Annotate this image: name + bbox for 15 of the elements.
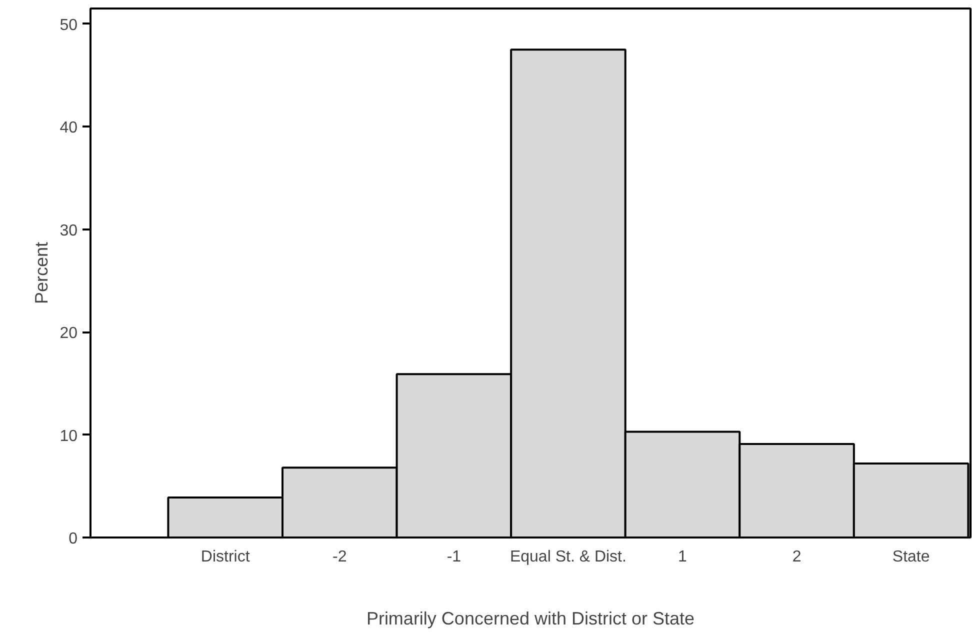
y-tick-label: 40 [60, 120, 78, 137]
x-tick-label: District [200, 548, 250, 566]
y-tick-label: 30 [60, 222, 78, 240]
x-tick-label: Equal St. & Dist. [510, 548, 626, 566]
y-tick-label: 50 [60, 16, 78, 34]
x-tick-label: 2 [792, 548, 802, 566]
y-tick-label: 0 [68, 530, 78, 548]
x-tick-label: -2 [332, 548, 347, 566]
y-tick-label: 20 [60, 325, 78, 342]
y-axis-title: Percent [32, 242, 52, 304]
x-tick-label: State [892, 548, 930, 566]
x-tick-label: 1 [678, 548, 688, 566]
x-axis-title: Primarily Concerned with District or State [366, 608, 695, 628]
y-tick-label: 10 [60, 428, 78, 445]
x-tick-label: -1 [446, 548, 462, 566]
